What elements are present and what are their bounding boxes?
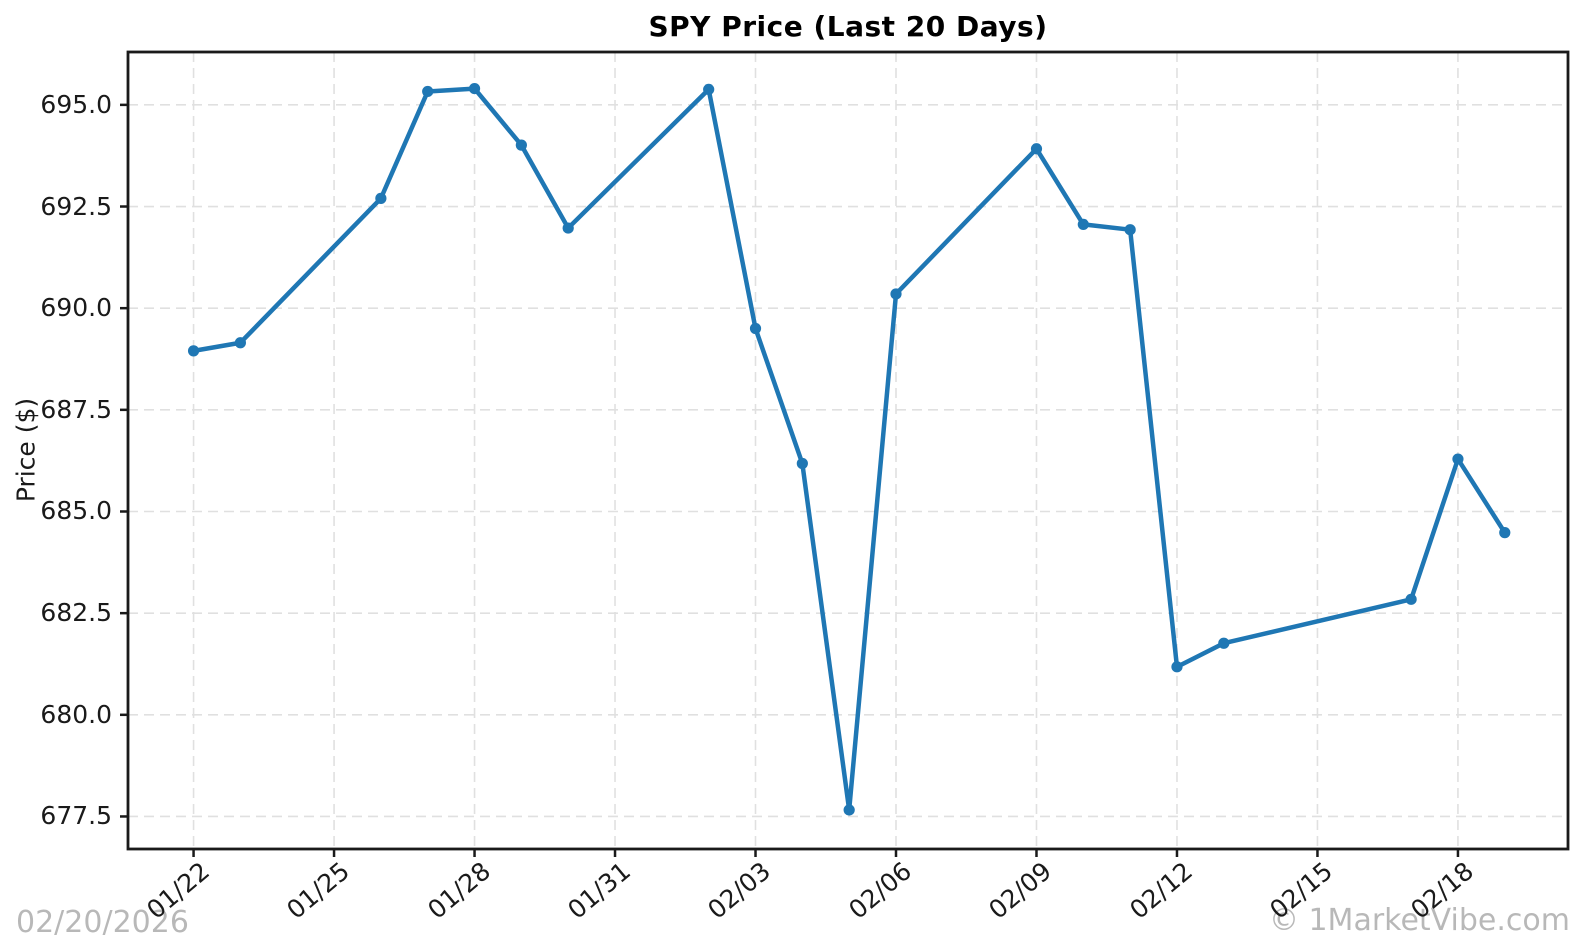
y-tick-label-685.0: 685.0 [40, 496, 112, 526]
axes-border [126, 50, 1570, 851]
data-point-01/23 [234, 337, 246, 349]
data-point-01/22 [187, 345, 200, 357]
data-point-02/10 [1077, 218, 1089, 231]
data-point-02/13 [1218, 637, 1230, 649]
y-tick-label-677.5: 677.5 [40, 801, 112, 831]
y-tick-label-680.0: 680.0 [40, 699, 112, 729]
data-point-02/05 [843, 804, 855, 816]
data-point-01/28 [468, 82, 481, 95]
y-tick-label-692.5: 692.5 [40, 191, 112, 221]
data-point-02/11 [1124, 224, 1136, 236]
data-point-02/19 [1499, 527, 1511, 539]
data-point-02/06 [890, 288, 902, 300]
data-point-02/02 [703, 83, 715, 96]
data-point-02/17 [1405, 593, 1417, 605]
watermark-site: © 1MarketVibe.com [1268, 903, 1570, 938]
price-line [191, 86, 1508, 813]
data-point-02/09 [1030, 143, 1043, 155]
data-point-02/18 [1452, 453, 1464, 465]
y-tick-label-690.0: 690.0 [40, 293, 112, 323]
y-tick-label-687.5: 687.5 [40, 394, 112, 424]
data-point-01/26 [375, 192, 387, 204]
chart-title: SPY Price (Last 20 Days) [648, 10, 1048, 43]
data-point-01/27 [422, 85, 434, 98]
data-point-02/04 [796, 457, 808, 470]
data-point-02/03 [749, 322, 762, 335]
y-tick-label-695.0: 695.0 [40, 89, 112, 119]
y-tick-label-682.5: 682.5 [40, 598, 112, 628]
data-point-01/30 [562, 222, 574, 234]
data-point-01/29 [515, 139, 527, 151]
data-point-02/12 [1171, 661, 1183, 673]
watermark-date: 02/20/2026 [16, 905, 189, 940]
